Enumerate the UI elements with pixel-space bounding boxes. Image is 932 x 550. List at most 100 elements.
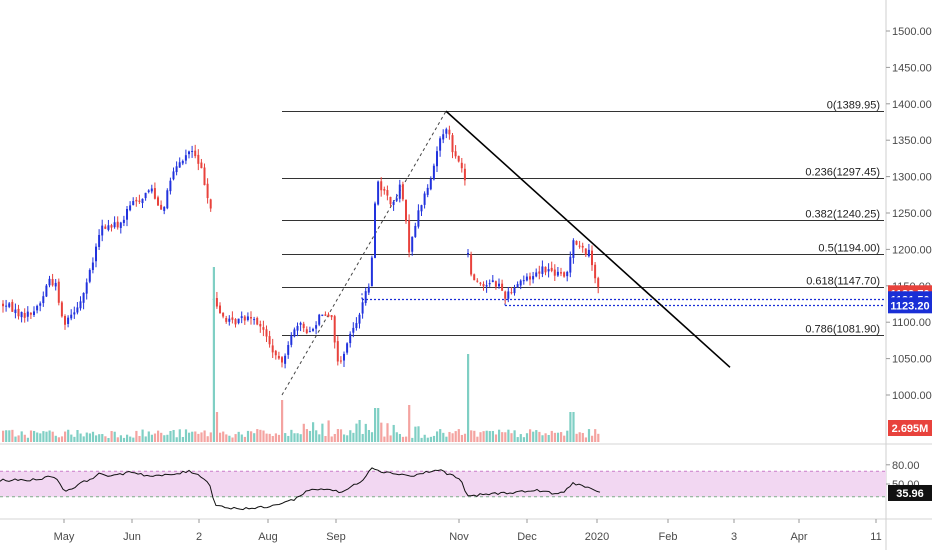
candle-body (352, 327, 355, 333)
volume-bar (408, 405, 411, 442)
volume-bar (569, 412, 572, 442)
candle-body (516, 284, 519, 288)
volume-bar (498, 429, 501, 442)
volume-bar (197, 433, 200, 442)
volume-bar (225, 434, 228, 442)
candle-body (451, 135, 454, 153)
candle-body (48, 278, 51, 286)
volume-bar (392, 424, 395, 442)
volume-bar (23, 434, 26, 442)
candle-body (578, 245, 581, 247)
candle-body (11, 301, 14, 312)
candle-body (67, 317, 70, 324)
candle-body (237, 318, 240, 324)
volume-bar (426, 437, 429, 442)
volume-bar (572, 412, 575, 442)
volume-bar (367, 429, 370, 442)
volume-bar (169, 431, 172, 442)
volume-bar (460, 434, 463, 442)
volume-bar (29, 430, 33, 442)
volume-bar (482, 431, 485, 442)
volume-bar (64, 431, 67, 442)
candle-body (194, 150, 197, 157)
volume-bar (597, 433, 600, 442)
candle-body (8, 303, 11, 307)
candle-body (259, 323, 262, 327)
candle-body (88, 269, 91, 282)
volume-bar (17, 435, 20, 442)
volume-bar (504, 432, 507, 442)
candle-body (485, 285, 488, 287)
candle-body (268, 336, 271, 345)
volume-bar (228, 435, 231, 442)
candle-body (104, 226, 107, 229)
volume-bar (70, 434, 73, 442)
candle-body (20, 311, 23, 318)
volume-bar (510, 433, 513, 442)
price-tick-label: 1200.00 (892, 244, 932, 256)
volume-bar (20, 431, 23, 442)
candle-body (51, 278, 54, 286)
candle-body (442, 134, 445, 140)
candle-body (308, 331, 311, 333)
volume-bar (274, 433, 277, 442)
candle-body (547, 269, 550, 272)
volume-bar (212, 267, 215, 442)
candle-body (398, 184, 401, 199)
candle-body (504, 291, 507, 299)
volume-bar (563, 435, 566, 442)
volume-bar (107, 437, 110, 442)
candle-body (91, 262, 94, 271)
downtrend-line[interactable] (445, 110, 731, 368)
candle-body (470, 254, 473, 275)
candle-body (290, 335, 293, 345)
time-tick-label: 3 (731, 531, 737, 543)
volume-bar (405, 436, 408, 442)
volume-bar (401, 436, 405, 442)
candle-body (79, 301, 82, 309)
volume-bar (513, 430, 516, 442)
candle-body (327, 314, 330, 317)
candle-body (467, 252, 469, 254)
candle-body (101, 225, 104, 236)
candle-body (312, 329, 314, 331)
volume-bar (550, 430, 553, 442)
volume-bar (519, 434, 522, 442)
candle-body (305, 329, 308, 334)
candle-body (147, 190, 150, 192)
volume-bar (163, 435, 166, 442)
volume-bar (141, 429, 144, 442)
candle-body (532, 276, 535, 280)
candle-body (302, 323, 305, 329)
volume-bar (556, 432, 560, 442)
candle-body (29, 312, 32, 315)
volume-bar (566, 430, 569, 442)
candle-body (330, 315, 333, 318)
candle-body (519, 280, 522, 286)
candle-body (45, 285, 48, 297)
candle-body (228, 318, 231, 322)
volume-bar (575, 433, 578, 442)
candle-body (538, 271, 541, 274)
volume-bar (54, 435, 57, 442)
candle-body (432, 165, 435, 180)
rsi-badge-label: 35.96 (896, 488, 924, 500)
candle-body (584, 248, 587, 255)
candle-body (277, 355, 280, 359)
fib-level-label: 0.786(1081.90) (805, 324, 880, 336)
volume-bar (138, 435, 141, 442)
candle-body (284, 355, 287, 364)
volume-bar (95, 435, 98, 442)
volume-bar (132, 437, 135, 442)
candle-body (414, 225, 417, 237)
candle-body (529, 276, 531, 280)
candle-body (386, 190, 389, 196)
candle-body (153, 188, 156, 199)
time-tick-label: Sep (326, 531, 346, 543)
volume-bar (2, 430, 5, 442)
rsi-band (0, 471, 886, 497)
volume-bar (488, 431, 491, 442)
candle-body (234, 319, 237, 325)
